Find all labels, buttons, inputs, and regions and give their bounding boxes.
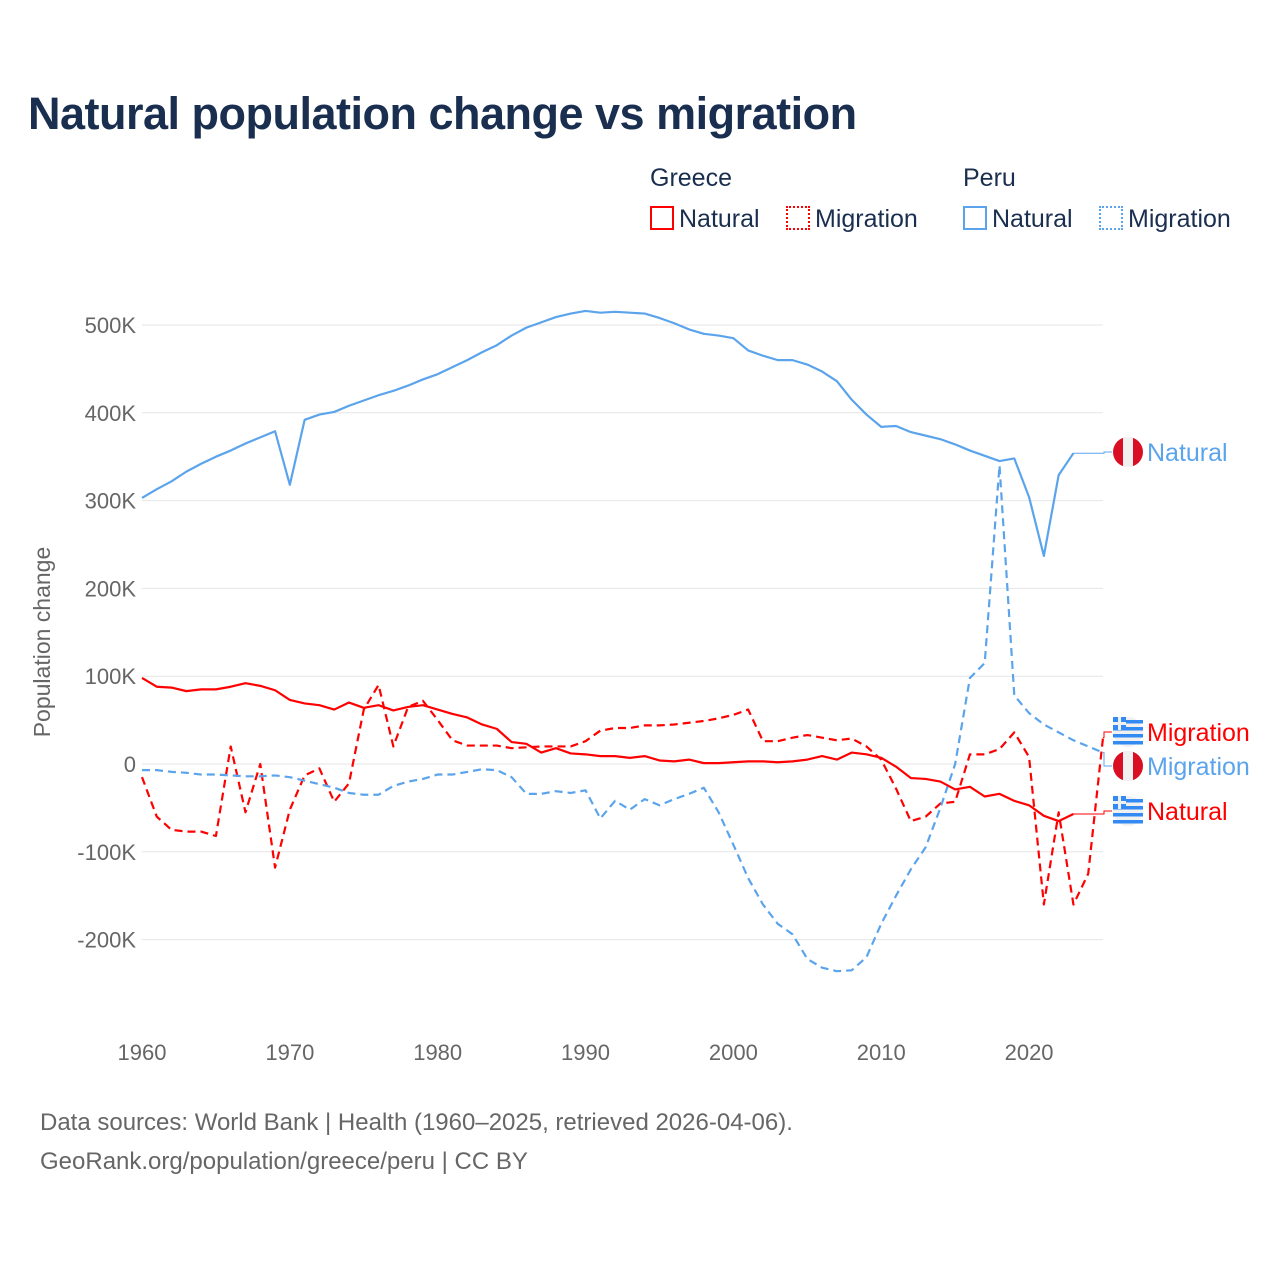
x-tick-label: 1990: [561, 1040, 610, 1065]
label-connector: [1103, 731, 1112, 739]
y-tick-label: 0: [124, 752, 136, 777]
label-connector: [1103, 752, 1112, 767]
y-tick-label: 200K: [85, 576, 137, 601]
legend-swatch-solid: [963, 206, 987, 230]
legend-item-peru-natural[interactable]: Natural: [963, 205, 1073, 234]
series-line-greece-migration: [140, 683, 1105, 906]
end-label: Migration: [1147, 753, 1250, 781]
label-connector: [1073, 810, 1112, 815]
series-line-peru-natural: [141, 309, 1075, 558]
legend-group-greece: Greece: [650, 164, 732, 192]
series-line-greece-natural: [141, 677, 1074, 823]
y-tick-label: -200K: [77, 928, 136, 953]
legend-label: Migration: [815, 205, 918, 233]
greece-flag-icon: [1113, 722, 1126, 725]
end-label: Natural: [1147, 798, 1228, 826]
x-tick-label: 1980: [413, 1040, 462, 1065]
legend-group-peru: Peru: [963, 164, 1016, 192]
y-tick-label: 100K: [85, 664, 137, 689]
legend-label: Migration: [1128, 205, 1231, 233]
x-tick-label: 1960: [118, 1040, 167, 1065]
peru-flag-icon: [1123, 751, 1133, 781]
legend-swatch-dotted: [1099, 206, 1123, 230]
greece-flag-icon: [1113, 820, 1143, 824]
end-label: Natural: [1147, 439, 1228, 467]
greece-flag-icon: [1113, 806, 1143, 810]
y-tick-label: -100K: [77, 840, 136, 865]
greece-flag-icon: [1113, 727, 1143, 731]
legend-swatch-solid: [650, 206, 674, 230]
x-tick-label: 2000: [709, 1040, 758, 1065]
x-tick-label: 2010: [857, 1040, 906, 1065]
legend-item-greece-migration[interactable]: Migration: [786, 205, 918, 234]
greece-flag-icon: [1113, 741, 1143, 745]
greece-flag-icon: [1113, 813, 1143, 817]
chart-title: Natural population change vs migration: [28, 88, 857, 139]
y-tick-label: 300K: [85, 489, 137, 514]
x-tick-label: 2020: [1005, 1040, 1054, 1065]
series-line-peru-migration: [142, 464, 1104, 973]
y-tick-label: 500K: [85, 313, 137, 338]
x-tick-label: 1970: [265, 1040, 314, 1065]
y-tick-label: 400K: [85, 401, 137, 426]
greece-flag-icon: [1113, 734, 1143, 738]
greece-flag-icon: [1113, 720, 1143, 724]
greece-flag-icon: [1113, 799, 1143, 803]
legend-swatch-dotted: [786, 206, 810, 230]
peru-flag-icon: [1123, 437, 1133, 467]
footer-source: Data sources: World Bank | Health (1960–…: [40, 1109, 793, 1136]
legend-label: Natural: [679, 205, 760, 233]
y-axis-label: Population change: [29, 547, 55, 738]
legend-label: Natural: [992, 205, 1073, 233]
end-label: Migration: [1147, 719, 1250, 747]
label-connector: [1073, 451, 1112, 454]
legend-item-peru-migration[interactable]: Migration: [1099, 205, 1231, 234]
footer-attribution: GeoRank.org/population/greece/peru | CC …: [40, 1148, 528, 1175]
legend-item-greece-natural[interactable]: Natural: [650, 205, 760, 234]
greece-flag-icon: [1113, 801, 1126, 804]
